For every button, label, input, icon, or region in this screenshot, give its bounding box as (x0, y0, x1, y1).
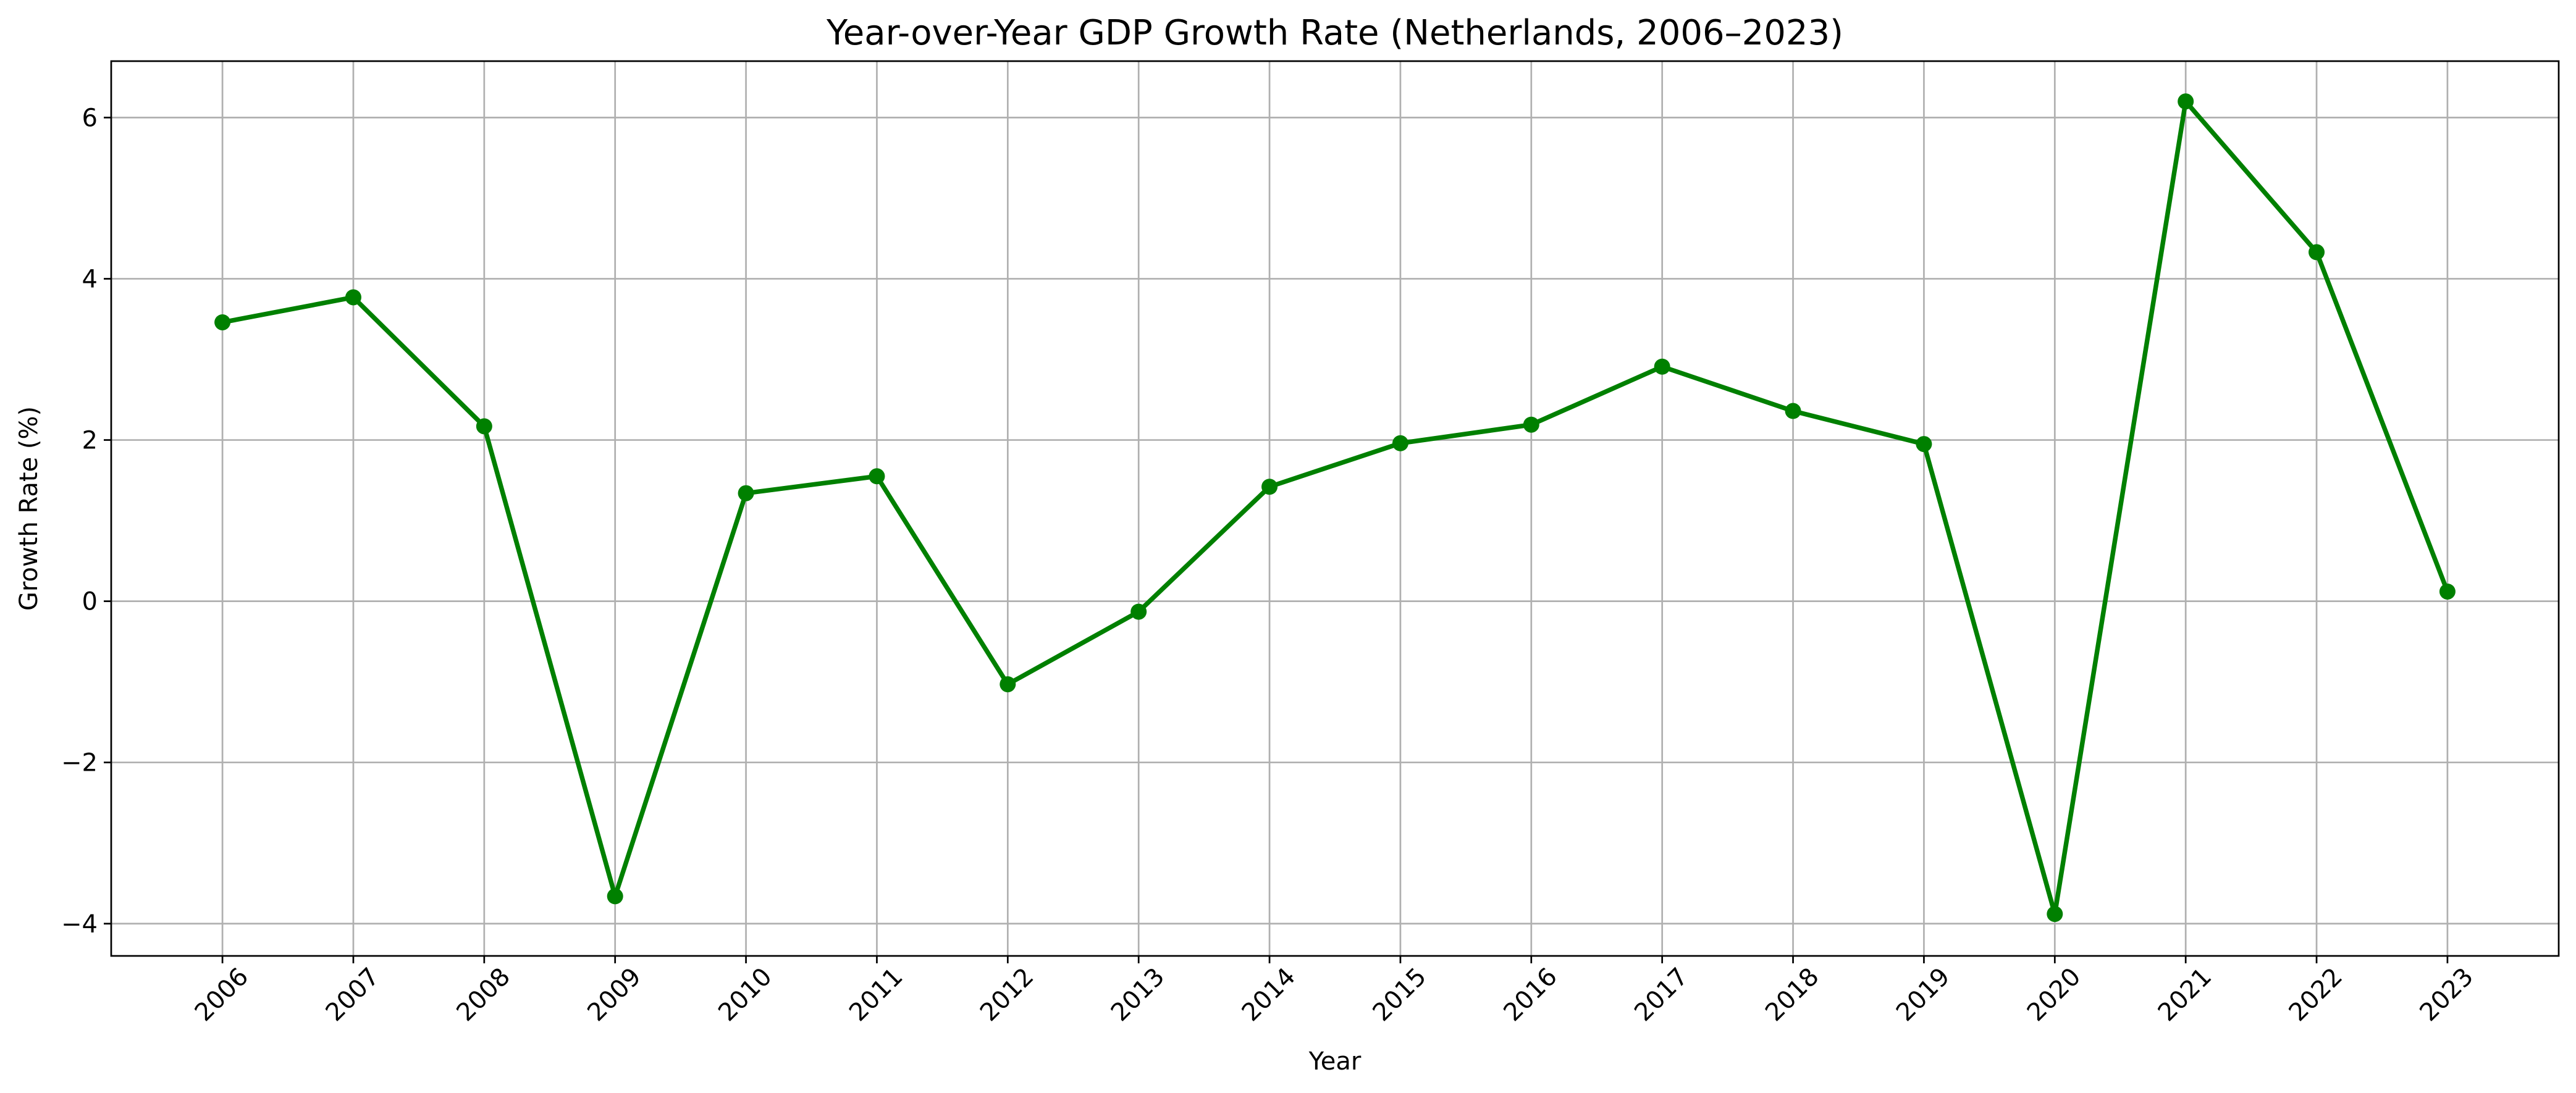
x-tick-label: 2012 (975, 963, 1040, 1028)
data-point (1000, 676, 1016, 693)
data-point (214, 314, 231, 330)
y-tick-label: 6 (82, 104, 98, 132)
x-tick-label: 2015 (1367, 963, 1432, 1028)
chart-title: Year-over-Year GDP Growth Rate (Netherla… (826, 13, 1843, 53)
y-tick-label: 0 (82, 588, 98, 616)
data-point (1785, 403, 1801, 419)
x-tick-label: 2009 (582, 963, 647, 1028)
x-tick-label: 2017 (1629, 963, 1694, 1028)
y-tick-label: 2 (82, 427, 98, 455)
data-point (1916, 436, 1932, 453)
data-point (476, 418, 492, 435)
x-tick-label: 2022 (2284, 963, 2349, 1028)
data-point (1392, 435, 1408, 451)
x-tick-label: 2020 (2022, 963, 2087, 1028)
y-tick-label: −4 (61, 910, 98, 939)
x-tick-label: 2018 (1760, 963, 1825, 1028)
data-point (2047, 906, 2063, 923)
x-tick-label: 2007 (321, 963, 385, 1028)
x-axis-label: Year (1308, 1047, 1362, 1076)
data-point (2309, 244, 2325, 261)
x-tick-label: 2016 (1498, 963, 1563, 1028)
data-point (345, 289, 361, 306)
axes-frame (110, 60, 2560, 957)
x-tick-label: 2019 (1891, 963, 1956, 1028)
data-point (607, 888, 623, 905)
data-point (1130, 603, 1147, 620)
data-point (869, 468, 885, 485)
x-tick-label: 2021 (2153, 963, 2218, 1028)
data-point (1523, 416, 1539, 433)
grid (111, 61, 2559, 956)
y-tick-label: 4 (82, 265, 98, 293)
x-tick-label: 2013 (1106, 963, 1171, 1028)
x-tick-label: 2010 (713, 963, 778, 1028)
data-point (738, 485, 754, 501)
series (214, 93, 2456, 923)
data-point (2178, 93, 2194, 110)
x-tick-label: 2014 (1237, 963, 1302, 1028)
x-tick-label: 2023 (2414, 963, 2479, 1028)
y-tick-label: −2 (61, 749, 98, 777)
data-point (2439, 583, 2456, 600)
x-tick-label: 2006 (190, 963, 255, 1028)
y-axis-label: Growth Rate (%) (15, 406, 43, 611)
x-tick-label: 2011 (844, 963, 909, 1028)
x-tick-label: 2008 (451, 963, 516, 1028)
data-point (1654, 358, 1670, 375)
data-point (1261, 479, 1278, 495)
series-line (219, 99, 2451, 916)
